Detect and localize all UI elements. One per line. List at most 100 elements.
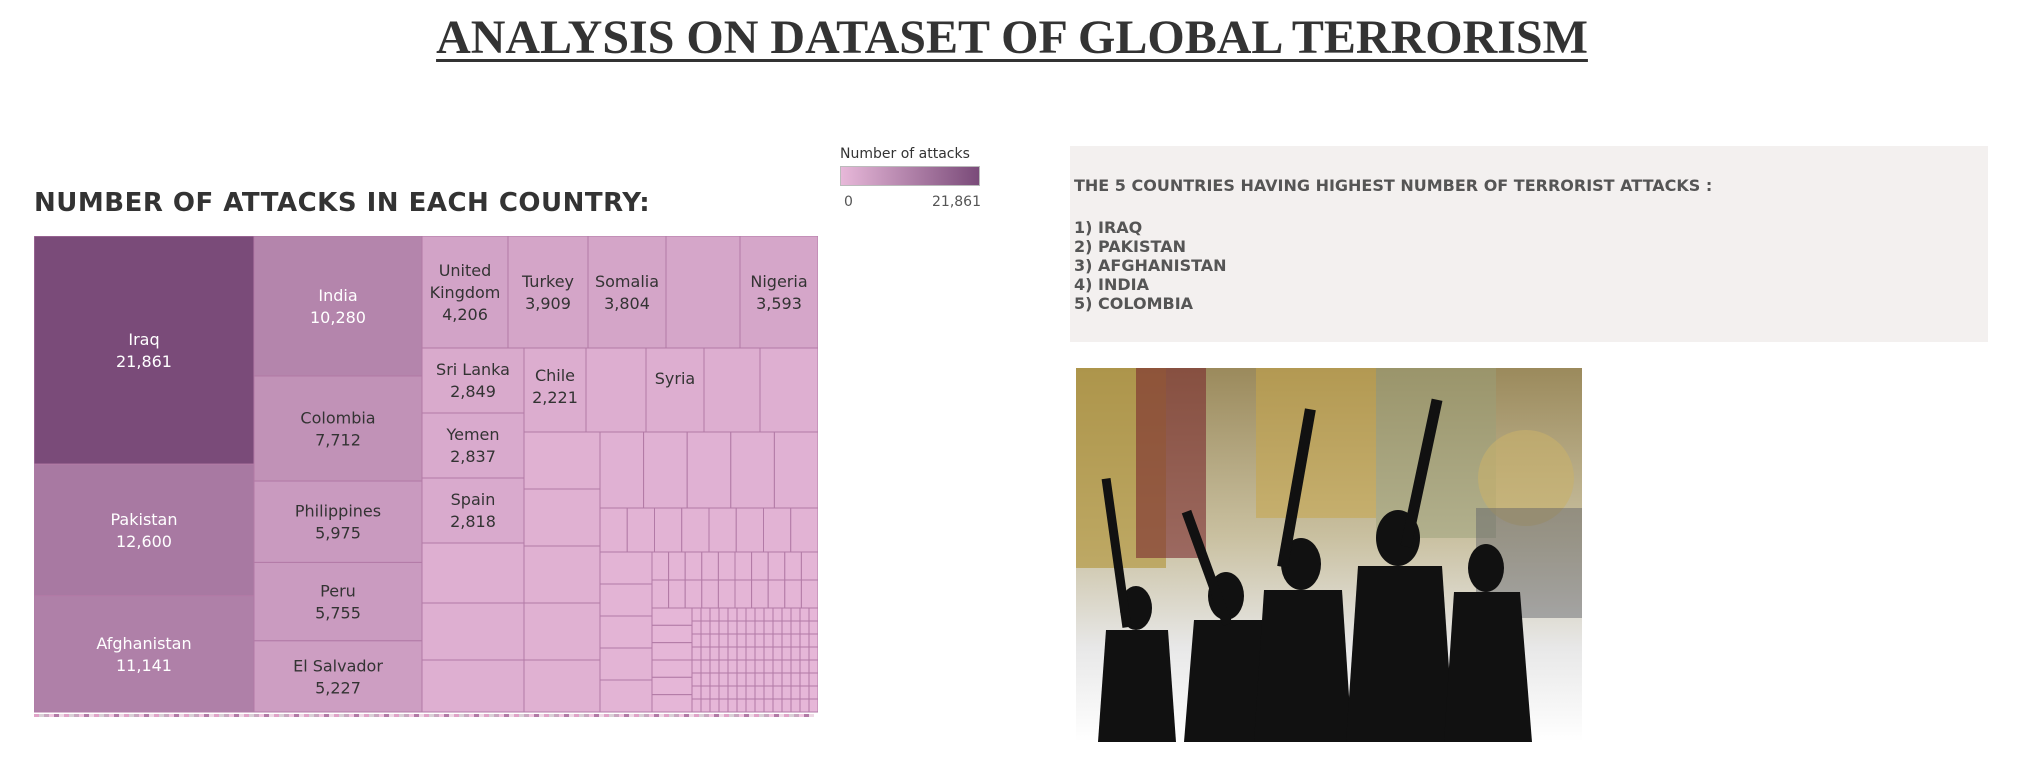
treemap-cell-unlabeled <box>744 714 749 717</box>
treemap-cell-unlabeled <box>609 714 614 717</box>
treemap-cell-unlabeled <box>564 714 569 717</box>
treemap-cell-unlabeled <box>139 714 144 717</box>
treemap-cell-unlabeled <box>799 714 804 717</box>
treemap-cell-unlabeled <box>469 714 474 717</box>
treemap-cell-unlabeled <box>808 698 818 713</box>
legend-gradient-bar <box>840 166 980 186</box>
treemap-cell-unlabeled <box>719 714 724 717</box>
treemap-cell-unlabeled <box>109 714 114 717</box>
treemap-cell-unlabeled <box>329 714 334 717</box>
treemap-label: Pakistan 12,600 <box>111 510 178 551</box>
top5-list: 1) IRAQ 2) PAKISTAN 3) AFGHANISTAN 4) IN… <box>1074 218 1227 313</box>
treemap-cell-unlabeled <box>745 672 756 687</box>
treemap-cell-unlabeled <box>651 579 670 609</box>
top5-item: 3) AFGHANISTAN <box>1074 256 1227 275</box>
treemap-cell-unlabeled <box>651 607 693 626</box>
treemap-cell-unlabeled <box>799 607 810 622</box>
legend-title: Number of attacks <box>840 146 970 162</box>
treemap-cell-unlabeled <box>409 714 414 717</box>
treemap-cell-unlabeled <box>754 607 765 622</box>
treemap-cell-unlabeled <box>404 714 409 717</box>
treemap-cell-unlabeled <box>624 714 629 717</box>
treemap-cell-unlabeled <box>599 679 653 713</box>
treemap-cell-unlabeled <box>736 620 747 635</box>
treemap-cell-unlabeled <box>421 542 525 604</box>
treemap-cell <box>739 236 818 349</box>
treemap-cell-unlabeled <box>479 714 484 717</box>
treemap-cell <box>253 640 423 713</box>
treemap-cell-unlabeled <box>684 551 703 581</box>
treemap-cell-unlabeled <box>790 620 801 635</box>
treemap-cell-unlabeled <box>429 714 434 717</box>
treemap-cell-unlabeled <box>763 607 774 622</box>
treemap-cell-unlabeled <box>784 551 802 581</box>
treemap-cell-unlabeled <box>54 714 59 717</box>
treemap-cell-unlabeled <box>709 672 720 687</box>
top5-item: 1) IRAQ <box>1074 218 1143 237</box>
treemap-cell-unlabeled <box>523 602 601 661</box>
treemap-cell-unlabeled <box>214 714 219 717</box>
treemap-cell-unlabeled <box>686 431 732 509</box>
treemap-label: Philippines 5,975 <box>295 502 381 543</box>
treemap-cell-unlabeled <box>504 714 509 717</box>
treemap-cell-unlabeled <box>529 714 534 717</box>
treemap-cell-unlabeled <box>751 551 769 581</box>
treemap-cell-unlabeled <box>194 714 199 717</box>
treemap-cell-unlabeled <box>539 714 544 717</box>
treemap-cell-unlabeled <box>691 646 702 661</box>
treemap-cell-unlabeled <box>439 714 444 717</box>
treemap-cell-unlabeled <box>254 714 259 717</box>
treemap-cell-unlabeled <box>619 714 624 717</box>
treemap-cell-unlabeled <box>718 633 729 648</box>
treemap-cell-unlabeled <box>718 672 729 687</box>
treemap-cell-unlabeled <box>709 646 720 661</box>
treemap-cell-unlabeled <box>421 659 525 713</box>
treemap-cell-unlabeled <box>799 620 810 635</box>
treemap-cell-unlabeled <box>734 714 739 717</box>
treemap-cell-unlabeled <box>781 607 792 622</box>
treemap-cell-unlabeled <box>790 646 801 661</box>
treemap-cell-unlabeled <box>808 672 818 687</box>
treemap-cell-unlabeled <box>790 507 818 553</box>
treemap-cell-unlabeled <box>494 714 499 717</box>
treemap-cell-unlabeled <box>700 685 711 700</box>
treemap-cell-unlabeled <box>454 714 459 717</box>
treemap-cell-unlabeled <box>668 579 686 609</box>
treemap-cell-unlabeled <box>599 615 653 649</box>
treemap-cell-unlabeled <box>751 579 769 609</box>
treemap-cell-unlabeled <box>781 633 792 648</box>
treemap-cell-unlabeled <box>299 714 304 717</box>
treemap-cell-unlabeled <box>599 431 645 509</box>
treemap-cell-unlabeled <box>89 714 94 717</box>
treemap-cell-unlabeled <box>99 714 104 717</box>
treemap-label: United Kingdom 4,206 <box>430 261 501 324</box>
treemap-label: Chile 2,221 <box>532 366 578 407</box>
treemap-cell-unlabeled <box>269 714 274 717</box>
treemap-cell-unlabeled <box>599 647 653 681</box>
treemap-cell-unlabeled <box>599 714 604 717</box>
treemap-cell-unlabeled <box>523 431 601 490</box>
treemap-cell-unlabeled <box>274 714 279 717</box>
treemap-cell-unlabeled <box>69 714 74 717</box>
treemap-cell-unlabeled <box>549 714 554 717</box>
treemap-cell-unlabeled <box>599 507 628 553</box>
treemap-cell-unlabeled <box>772 646 783 661</box>
treemap-cell-unlabeled <box>474 714 479 717</box>
treemap-cell-unlabeled <box>691 620 702 635</box>
treemap-cell-unlabeled <box>709 698 720 713</box>
treemap-cell-unlabeled <box>459 714 464 717</box>
treemap-cell-unlabeled <box>394 714 399 717</box>
treemap-cell-unlabeled <box>727 672 738 687</box>
treemap-cell-unlabeled <box>691 685 702 700</box>
treemap-label: Nigeria 3,593 <box>750 272 807 313</box>
treemap-cell-unlabeled <box>399 714 404 717</box>
treemap-cell-unlabeled <box>745 620 756 635</box>
treemap-cell-unlabeled <box>754 714 759 717</box>
treemap-cell <box>34 236 255 465</box>
treemap-cell-unlabeled <box>739 714 744 717</box>
treemap-cell-unlabeled <box>754 685 765 700</box>
treemap-chart: United Kingdom 4,206 Turkey 3,909 Somalia 3,80… <box>34 236 818 717</box>
treemap-cell-unlabeled <box>651 642 693 661</box>
treemap-label: Peru 5,755 <box>315 582 361 623</box>
treemap-cell-unlabeled <box>164 714 169 717</box>
